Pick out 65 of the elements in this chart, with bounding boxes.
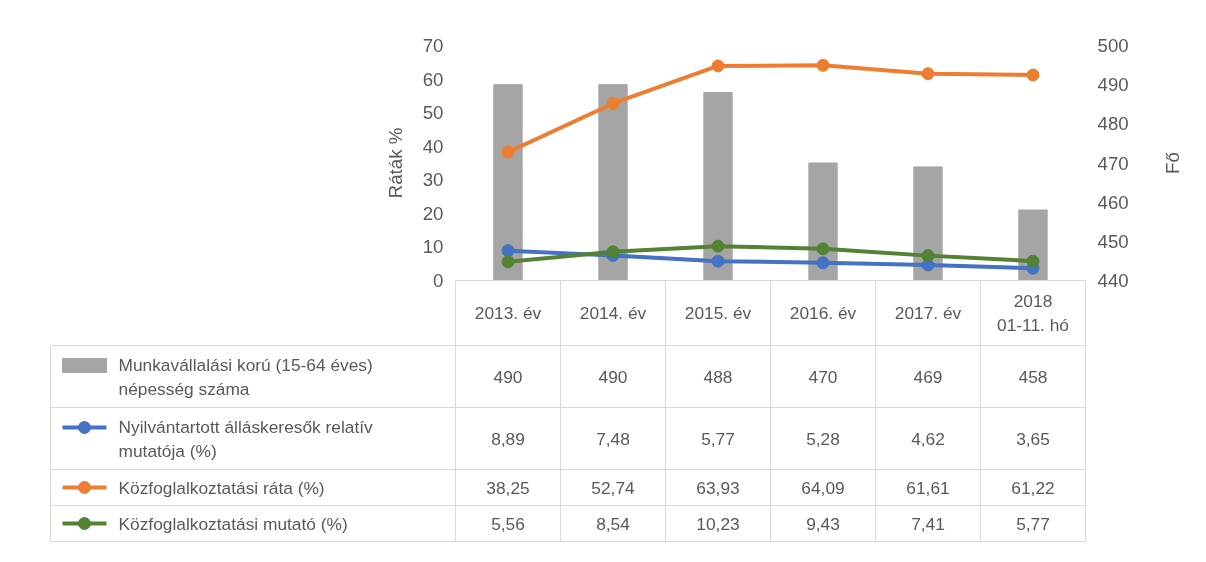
y2-tick-label: 460	[1097, 191, 1129, 213]
x-tick-label: 2018 01-11. hó	[997, 291, 1069, 335]
y-axis-title: Ráták %	[385, 127, 406, 199]
data-label: 7,41	[911, 513, 945, 534]
point	[606, 96, 620, 110]
y-tick-label: 30	[422, 169, 444, 191]
data-label: 470	[808, 366, 838, 387]
data-label: 5,56	[491, 513, 525, 534]
point	[816, 58, 830, 72]
data-label: 64,09	[801, 477, 845, 498]
point	[711, 254, 725, 268]
data-label: 490	[598, 366, 628, 387]
y2-axis-title: Fő	[1162, 152, 1183, 174]
y2-tick-label: 490	[1097, 74, 1129, 96]
y-tick-label: 70	[422, 35, 444, 56]
y2-tick-label: 440	[1097, 270, 1129, 291]
data-label: 4,62	[911, 428, 945, 449]
data-label: 63,93	[696, 477, 740, 498]
y-tick-label: 50	[422, 102, 444, 124]
y2-tick-label: 500	[1097, 35, 1129, 56]
point	[816, 256, 830, 270]
data-label: 490	[493, 366, 523, 387]
point	[921, 249, 935, 263]
point	[501, 145, 515, 159]
data-label: 52,74	[591, 477, 636, 498]
y-tick-label: 0	[433, 270, 444, 291]
point	[711, 59, 725, 73]
point	[501, 244, 515, 258]
data-label: 8,89	[491, 428, 525, 449]
legend-label: Közfoglalkoztatási ráta (%)	[118, 477, 325, 498]
point	[1026, 68, 1040, 82]
data-label: 61,61	[906, 477, 950, 498]
data-label: 10,23	[696, 513, 740, 534]
data-label: 61,22	[1011, 477, 1055, 498]
data-label: 3,65	[1016, 428, 1050, 449]
y-tick-label: 40	[422, 135, 444, 157]
y2-tick-label: 470	[1097, 152, 1129, 174]
point	[1026, 254, 1040, 268]
point	[711, 239, 725, 253]
legend-label: Munkavállalási korú (15-64 éves) népesség száma	[118, 354, 373, 399]
data-label: 5,77	[701, 428, 735, 449]
point	[501, 255, 515, 269]
x-tick-label: 2013. év	[474, 303, 542, 323]
y-tick-label: 60	[422, 68, 444, 90]
x-tick-label: 2016. év	[789, 303, 857, 323]
data-label: 38,25	[486, 477, 530, 498]
x-tick-label: 2017. év	[894, 303, 962, 323]
y-tick-label: 10	[422, 236, 444, 258]
data-label: 469	[913, 366, 943, 387]
data-label: 488	[703, 366, 733, 387]
data-label: 5,77	[1016, 513, 1050, 534]
data-label: 458	[1018, 366, 1048, 387]
data-label: 8,54	[596, 513, 631, 534]
data-label: 5,28	[806, 428, 840, 449]
legend-label: Közfoglalkoztatási mutató (%)	[118, 513, 348, 534]
x-tick-label: 2014. év	[579, 303, 647, 323]
legend-label: Nyilvántartott álláskeresők relatív mutatója (%)	[118, 416, 374, 461]
point	[816, 242, 830, 256]
x-tick-label: 2015. év	[684, 303, 752, 323]
point	[921, 67, 935, 81]
y2-tick-label: 450	[1097, 230, 1129, 252]
data-label: 9,43	[806, 513, 840, 534]
data-label: 7,48	[596, 428, 630, 449]
y-tick-label: 20	[422, 202, 444, 224]
y2-tick-label: 480	[1097, 113, 1129, 135]
